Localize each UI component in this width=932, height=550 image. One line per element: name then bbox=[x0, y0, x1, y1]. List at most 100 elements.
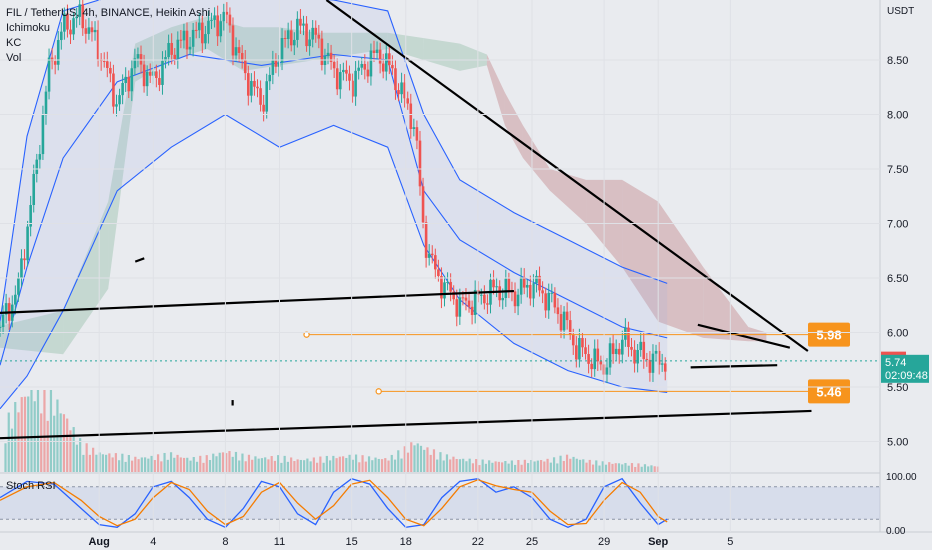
y-tick-label: 8.50 bbox=[887, 55, 908, 67]
last-price-text: 5.74 bbox=[885, 357, 906, 369]
candle-body bbox=[529, 284, 532, 299]
volume-bar bbox=[611, 463, 614, 472]
kc-band-fill bbox=[0, 0, 668, 409]
price-level-tag[interactable] bbox=[808, 379, 850, 404]
volume-bar bbox=[192, 457, 195, 472]
trendline[interactable] bbox=[134, 257, 145, 263]
candle-body bbox=[243, 59, 247, 74]
candle-body bbox=[532, 283, 535, 299]
volume-bar bbox=[46, 420, 49, 472]
candle-body bbox=[486, 303, 489, 305]
candle-body bbox=[112, 73, 115, 107]
candle-body bbox=[23, 258, 26, 261]
candle-body bbox=[274, 60, 278, 67]
candle-body bbox=[366, 69, 370, 77]
volume-bar bbox=[595, 460, 598, 472]
candle-body bbox=[222, 11, 226, 22]
volume-bar bbox=[338, 456, 341, 472]
indicator-ichimoku[interactable]: Ichimoku bbox=[6, 22, 51, 34]
volume-bar bbox=[569, 458, 572, 472]
candle-body bbox=[75, 16, 78, 19]
volume-bar bbox=[247, 454, 251, 472]
y-tick-label: 8.00 bbox=[887, 109, 908, 121]
volume-bar bbox=[484, 463, 488, 472]
volume-bar bbox=[419, 445, 423, 472]
candle-body bbox=[556, 307, 560, 315]
candle-body bbox=[1, 314, 5, 328]
volume-bar bbox=[264, 457, 267, 472]
volume-bar bbox=[426, 447, 429, 472]
candle-body bbox=[204, 34, 207, 44]
price-level-tag[interactable] bbox=[808, 322, 850, 347]
chart-title[interactable]: FIL / TetherUS, 4h, BINANCE, Heikin Ashi bbox=[6, 7, 211, 19]
indicator-kc[interactable]: KC bbox=[6, 37, 22, 49]
candle-body bbox=[29, 205, 32, 227]
volume-bar bbox=[286, 461, 290, 472]
candle-body bbox=[424, 222, 428, 258]
candle-body bbox=[363, 63, 367, 70]
volume-bar bbox=[176, 454, 179, 472]
candle-body bbox=[280, 38, 284, 63]
volume-bar bbox=[588, 459, 591, 472]
trendline[interactable] bbox=[325, 0, 809, 352]
volume-bar bbox=[202, 462, 205, 472]
candle-body bbox=[388, 53, 391, 66]
volume-bar bbox=[332, 455, 335, 472]
stoch-rsi-title[interactable]: Stoch RSI bbox=[6, 480, 56, 492]
volume-bar bbox=[169, 452, 173, 472]
candle-body bbox=[145, 71, 149, 87]
volume-bar bbox=[559, 455, 562, 472]
candle-body bbox=[197, 22, 201, 31]
indicator-vol[interactable]: Vol bbox=[6, 52, 22, 64]
volume-bar bbox=[244, 461, 247, 472]
candle-body bbox=[651, 353, 655, 373]
trendline[interactable] bbox=[0, 289, 514, 314]
candle-body bbox=[17, 278, 20, 295]
volume-bar bbox=[634, 466, 637, 472]
candle-body bbox=[305, 23, 308, 47]
candle-body bbox=[47, 57, 51, 92]
candle-body bbox=[329, 52, 333, 62]
candle-body bbox=[397, 90, 400, 95]
candle-body bbox=[360, 63, 364, 68]
candle-body bbox=[250, 80, 253, 96]
candle-body bbox=[440, 275, 443, 299]
volume-bar bbox=[452, 456, 455, 472]
x-tick-label: 29 bbox=[598, 536, 610, 548]
price-level-anchor[interactable] bbox=[375, 388, 382, 395]
candle-body bbox=[271, 60, 275, 75]
candle-body bbox=[354, 70, 357, 97]
volume-bar bbox=[488, 460, 491, 472]
candle-body bbox=[449, 281, 452, 292]
candle-body bbox=[575, 345, 578, 360]
last-price-tag bbox=[881, 354, 929, 383]
volume-bar bbox=[273, 460, 277, 472]
candle-body bbox=[596, 348, 600, 362]
volume-bar bbox=[75, 444, 79, 472]
candle-body bbox=[188, 46, 192, 50]
volume-bar bbox=[267, 459, 270, 472]
candle-body bbox=[170, 42, 173, 55]
volume-bar bbox=[429, 454, 432, 472]
candle-body bbox=[455, 299, 459, 317]
candle-body bbox=[525, 284, 529, 288]
candle-body bbox=[584, 347, 587, 355]
ichimoku-cloud-segment bbox=[622, 179, 659, 322]
volume-bar bbox=[637, 463, 640, 472]
volume-bar bbox=[27, 396, 30, 472]
candle-body bbox=[412, 127, 416, 129]
volume-bar bbox=[520, 464, 523, 472]
candle-body bbox=[541, 290, 544, 294]
candle-body bbox=[663, 363, 667, 372]
trendline[interactable] bbox=[697, 323, 791, 349]
volume-bar bbox=[238, 460, 241, 472]
volume-bar bbox=[406, 452, 410, 472]
candle-body bbox=[96, 29, 100, 60]
trendline[interactable] bbox=[690, 364, 778, 369]
volume-bar bbox=[241, 453, 244, 472]
candle-body bbox=[66, 13, 69, 30]
candle-body bbox=[611, 343, 615, 355]
candle-body bbox=[375, 49, 379, 54]
candle-body bbox=[109, 67, 112, 74]
